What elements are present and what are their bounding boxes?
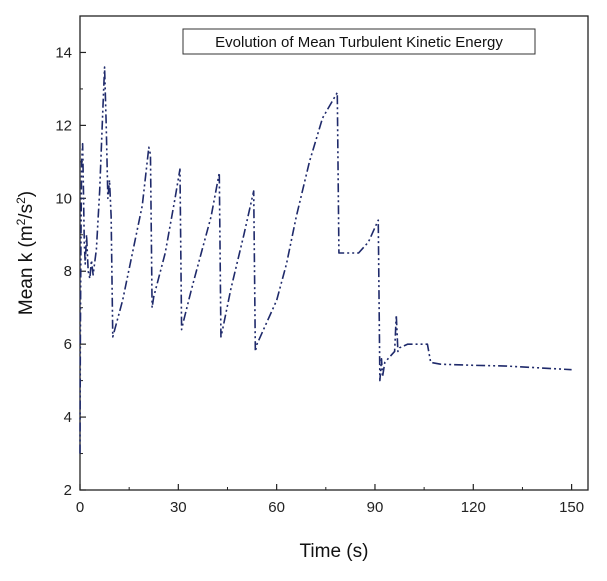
x-tick-label: 60 — [268, 499, 285, 516]
title-border — [182, 28, 536, 55]
y-tick-label: 2 — [64, 482, 72, 499]
x-tick-label: 120 — [461, 499, 486, 516]
y-tick-label: 8 — [64, 263, 72, 280]
y-axis-title-end: ) — [16, 191, 37, 197]
y-tick-label: 4 — [64, 409, 72, 426]
chart-title: Evolution of Mean Turbulent Kinetic Ener… — [215, 34, 503, 51]
title-box: Evolution of Mean Turbulent Kinetic Ener… — [182, 28, 536, 55]
y-axis-title: Mean k (m2/s2) — [14, 191, 37, 315]
x-tick-label: 90 — [367, 499, 384, 516]
y-axis-title-sup2: 2 — [14, 197, 28, 204]
x-axis-title: Time (s) — [300, 541, 369, 562]
y-tick-label: 14 — [55, 44, 72, 61]
y-axis-title-main: Mean k (m — [16, 225, 37, 315]
y-tick-label: 6 — [64, 336, 72, 353]
y-axis: 2 4 6 8 10 12 14 — [55, 44, 86, 499]
x-tick-label: 150 — [559, 499, 584, 516]
x-tick-label: 30 — [170, 499, 187, 516]
y-axis-title-sup1: 2 — [14, 218, 28, 225]
x-axis: 0 30 60 90 120 150 — [76, 484, 584, 516]
plot-frame — [79, 15, 589, 491]
y-axis-title-mid: /s — [16, 204, 37, 219]
x-tick-label: 0 — [76, 499, 84, 516]
series-line — [79, 66, 572, 454]
y-tick-label: 10 — [55, 190, 72, 207]
y-tick-label: 12 — [55, 117, 72, 134]
